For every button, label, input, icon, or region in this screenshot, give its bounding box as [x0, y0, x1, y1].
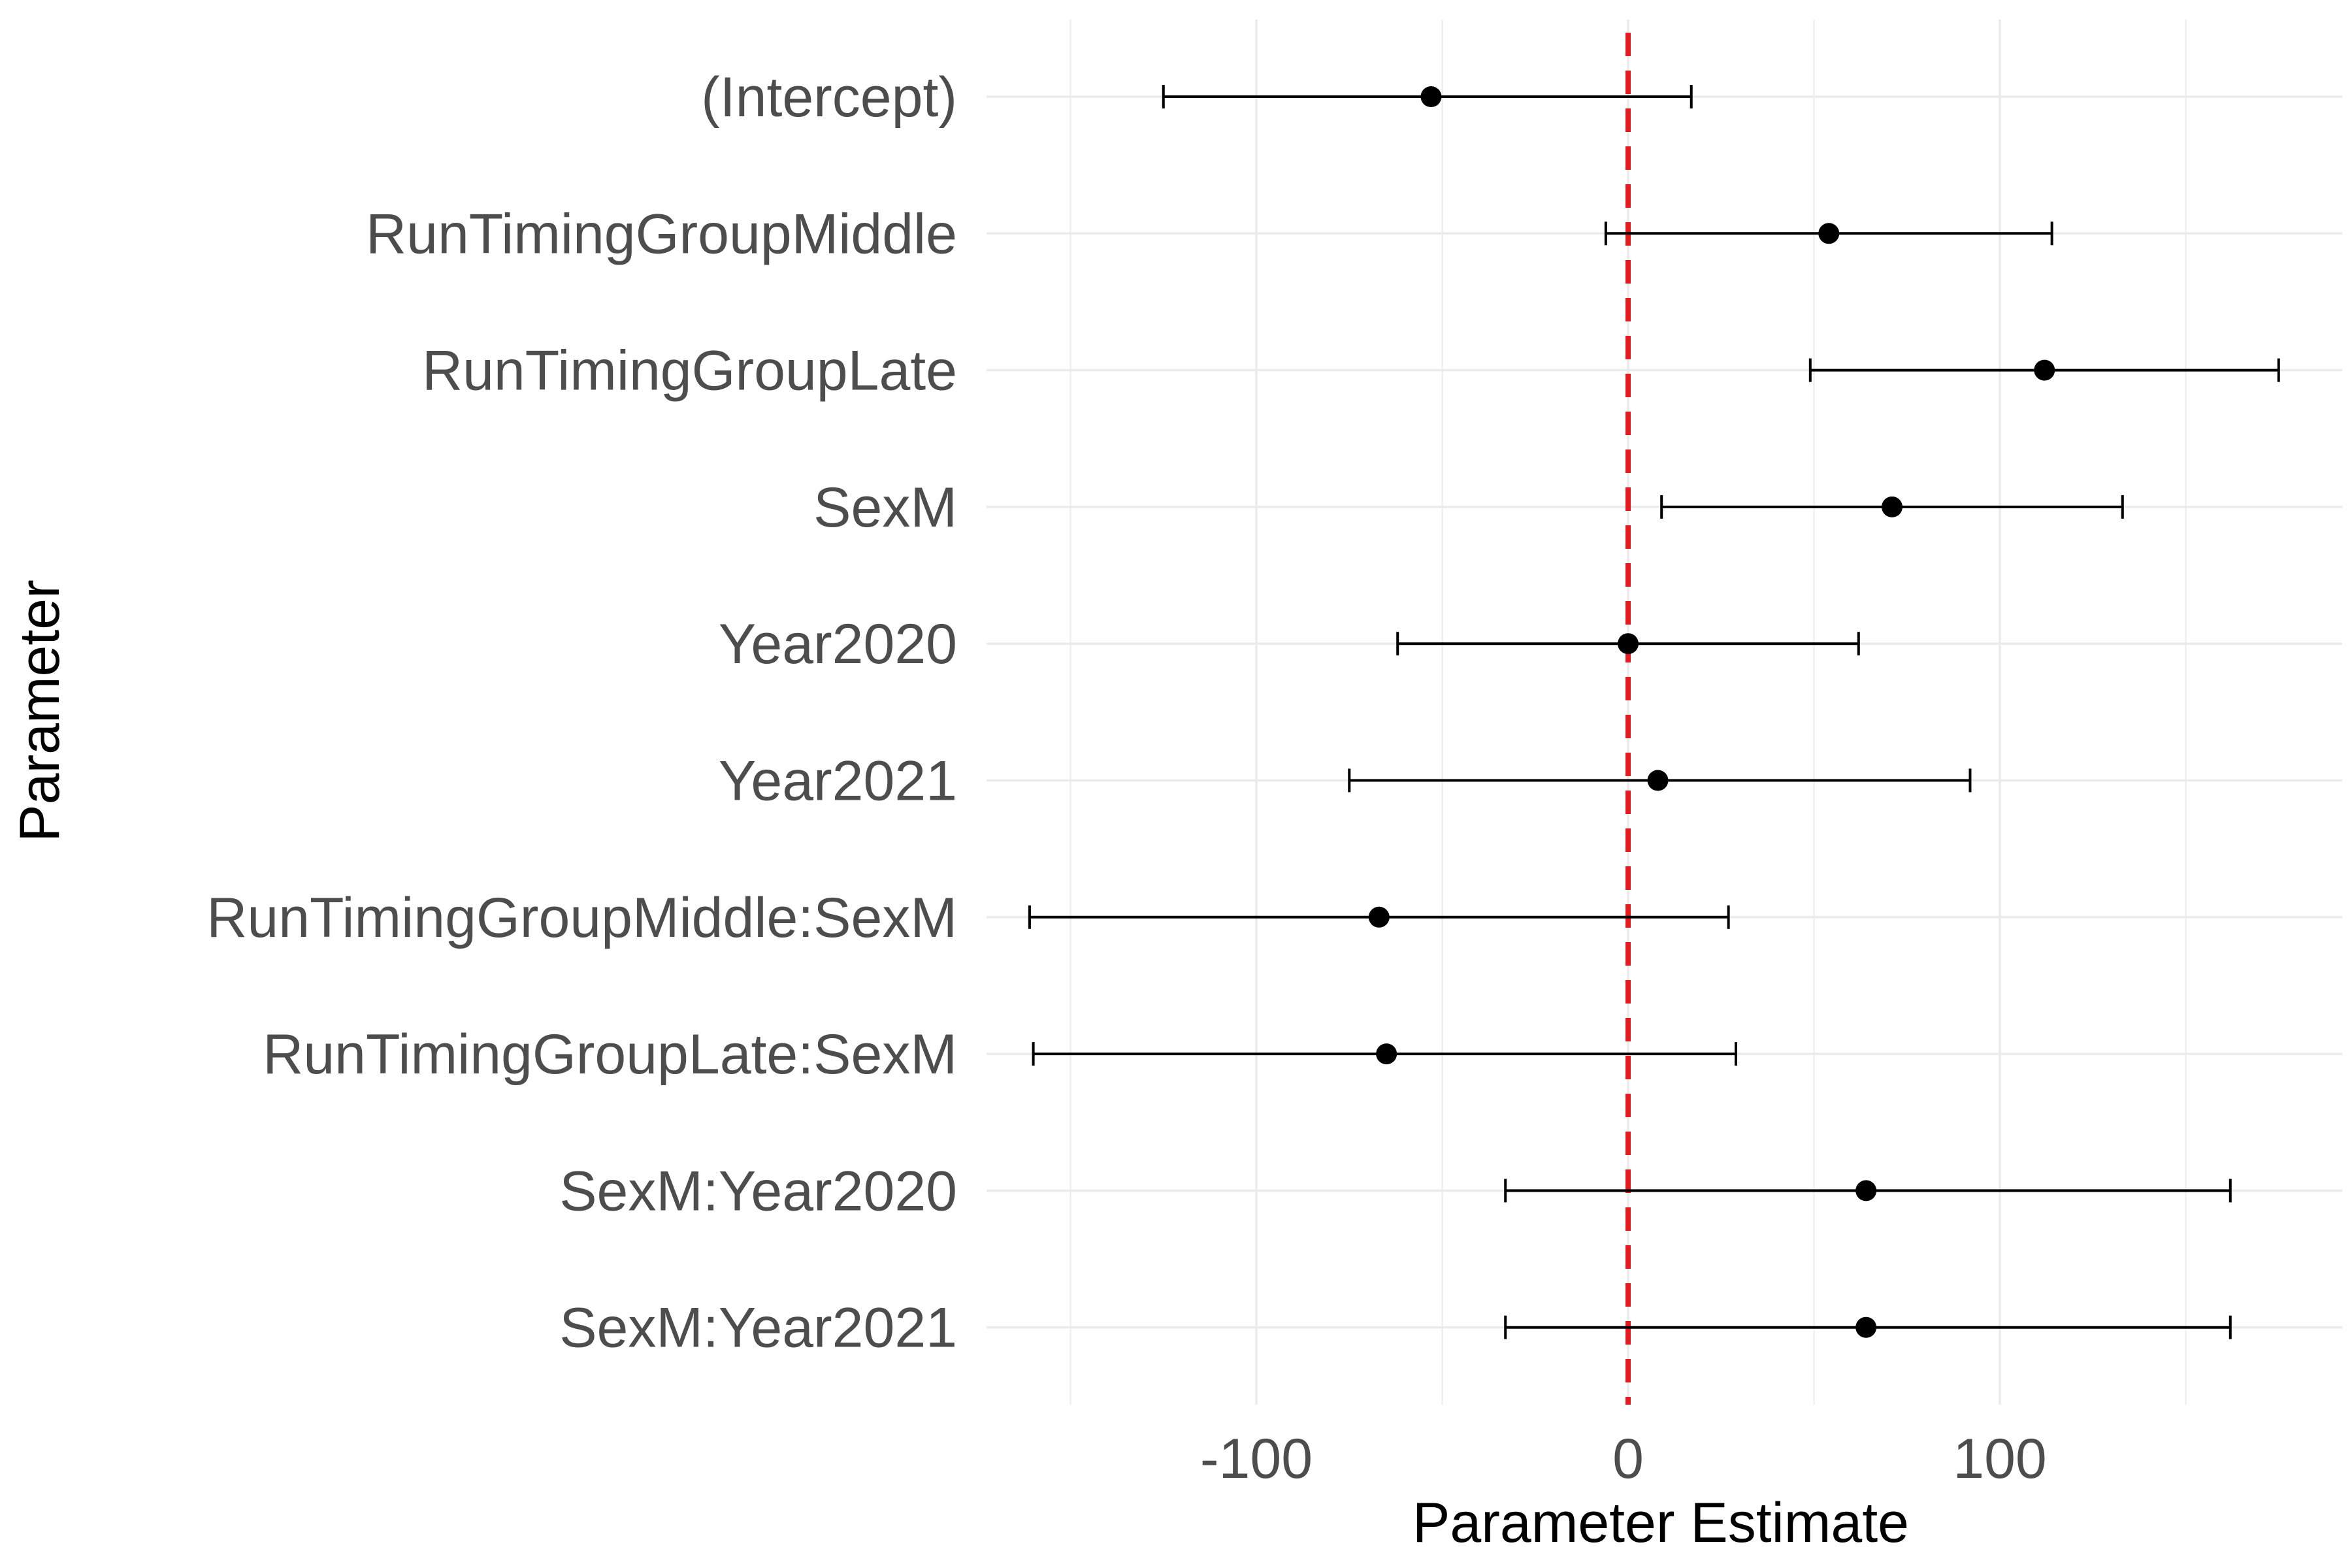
x-tick-label: 0 [1612, 1428, 1644, 1490]
estimate-point [1420, 86, 1442, 107]
y-axis-title: Parameter [8, 580, 71, 842]
y-tick-label: SexM:Year2021 [559, 1297, 957, 1360]
estimate-point [1647, 770, 1669, 791]
y-tick-label: (Intercept) [701, 66, 957, 129]
estimate-point [1818, 223, 1840, 244]
estimate-point [1855, 1316, 1877, 1338]
y-tick-label: RunTimingGroupLate:SexM [263, 1023, 957, 1086]
y-tick-label: Year2021 [719, 750, 957, 813]
y-tick-label: SexM:Year2020 [559, 1160, 957, 1222]
y-tick-label: RunTimingGroupMiddle:SexM [206, 887, 957, 949]
estimate-point [1368, 906, 1390, 928]
grid-lines [987, 20, 2342, 1405]
estimate-points [1368, 86, 2055, 1338]
x-tick-label: 100 [1953, 1428, 2047, 1490]
estimate-point [1376, 1043, 1397, 1065]
y-tick-label: RunTimingGroupLate [422, 340, 957, 402]
x-axis-title: Parameter Estimate [1413, 1492, 1909, 1554]
y-tick-label: Year2020 [719, 613, 957, 676]
y-tick-label: RunTimingGroupMiddle [366, 203, 957, 265]
y-tick-label: SexM [813, 476, 957, 539]
estimate-point [2034, 359, 2055, 381]
y-tick-labels: (Intercept) RunTimingGroupMiddle RunTiming… [206, 66, 957, 1360]
estimate-point [1855, 1180, 1877, 1201]
x-tick-labels: -100 0 100 [1200, 1428, 2047, 1490]
x-tick-label: -100 [1200, 1428, 1313, 1490]
estimate-point [1881, 496, 1903, 517]
estimate-point [1618, 633, 1639, 655]
error-bars [1028, 85, 2280, 1339]
